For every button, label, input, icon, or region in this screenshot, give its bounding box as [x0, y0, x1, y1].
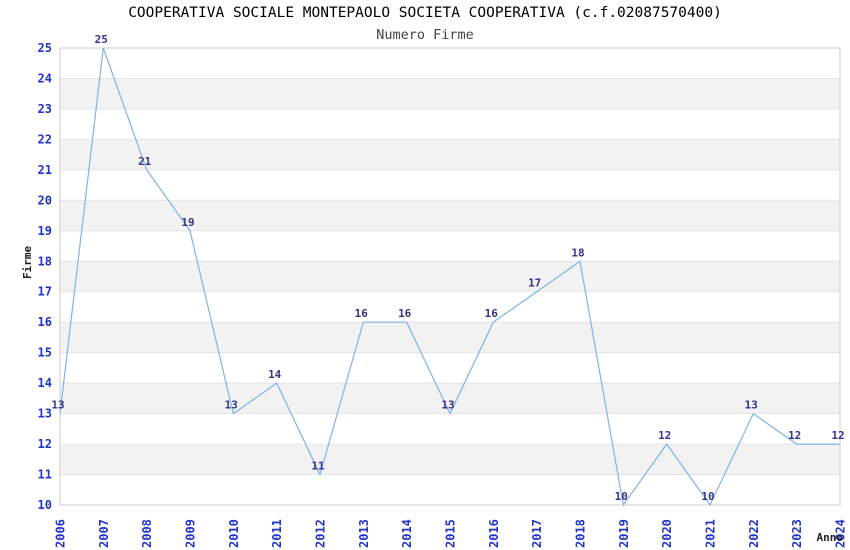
y-tick-label: 13 — [38, 407, 52, 421]
x-tick-label: 2011 — [270, 519, 284, 548]
data-line — [59, 47, 840, 507]
plot-band — [60, 139, 840, 170]
chart-subtitle: Numero Firme — [376, 27, 474, 43]
x-tick-label: 2007 — [97, 519, 111, 548]
point-label: 25 — [95, 33, 108, 46]
plot-band — [60, 78, 840, 109]
x-tick-label: 2015 — [444, 519, 458, 548]
point-label: 12 — [788, 429, 801, 442]
point-label: 12 — [831, 429, 844, 442]
y-tick-label: 21 — [38, 163, 52, 177]
plot-band — [60, 200, 840, 231]
point-label: 13 — [441, 399, 454, 412]
y-tick-label: 18 — [38, 254, 52, 268]
x-tick-label: 2012 — [314, 519, 328, 548]
y-tick-label: 17 — [38, 285, 52, 299]
point-label: 21 — [138, 155, 152, 168]
x-tick-label: 2017 — [530, 519, 544, 548]
y-tick-label: 16 — [38, 315, 52, 329]
x-tick-label: 2019 — [617, 519, 631, 548]
x-tick-label: 2009 — [184, 519, 198, 548]
chart-title: COOPERATIVA SOCIALE MONTEPAOLO SOCIETA C… — [128, 5, 722, 21]
point-label: 19 — [181, 216, 194, 229]
gridline-group — [60, 77, 840, 476]
point-label: 10 — [701, 490, 714, 503]
x-tick-label: 2010 — [227, 519, 241, 548]
x-tick-label: 2014 — [400, 519, 414, 548]
point-label: 17 — [528, 277, 541, 290]
x-tick-label: 2021 — [704, 519, 718, 548]
x-tick-label: 2020 — [660, 519, 674, 548]
y-tick-label: 15 — [38, 346, 52, 360]
x-tick-label: 2008 — [140, 519, 154, 548]
x-tick-label-group: 2006 2007 2008 2009 2010 2011 2012 2013 2014 2015… — [54, 519, 848, 548]
point-label: 18 — [571, 246, 584, 259]
y-tick-label: 14 — [38, 376, 52, 390]
y-tick-label: 20 — [38, 193, 52, 207]
y-tick-label-group: 10 11 12 13 14 15 16 17 18 19 20 21 22 23 24 25 — [38, 41, 52, 512]
point-label: 16 — [485, 307, 499, 320]
point-label: 13 — [51, 399, 64, 412]
y-tick-label: 25 — [38, 41, 52, 55]
y-tick-label: 11 — [38, 468, 52, 482]
plot-border — [59, 47, 841, 506]
y-axis-title: Firme — [21, 246, 34, 279]
y-tick-label: 10 — [38, 498, 52, 512]
point-label: 16 — [398, 307, 412, 320]
x-tick-label: 2006 — [54, 519, 68, 548]
x-tick-label: 2016 — [487, 519, 501, 548]
y-tick-label: 12 — [38, 437, 52, 451]
point-label: 12 — [658, 429, 671, 442]
point-label: 16 — [355, 307, 369, 320]
y-tick-label: 24 — [38, 72, 52, 86]
point-label-group: 13 25 21 19 13 14 11 16 16 13 16 17 18 10 12 10 13 12 12 — [51, 33, 844, 503]
x-tick-label: 2013 — [357, 519, 371, 548]
point-label: 10 — [615, 490, 628, 503]
plot-band — [60, 261, 840, 292]
plot-band — [60, 444, 840, 475]
point-label: 14 — [268, 368, 282, 381]
x-tick-label: 2024 — [834, 519, 848, 548]
point-label: 13 — [745, 399, 758, 412]
y-tick-label: 22 — [38, 132, 52, 146]
x-tick-label: 2018 — [574, 519, 588, 548]
y-tick-label: 19 — [38, 224, 52, 238]
data-line-group — [59, 47, 840, 507]
point-label: 13 — [225, 399, 238, 412]
y-tick-label: 23 — [38, 102, 52, 116]
plot-band — [60, 322, 840, 353]
x-axis-title: Anno — [817, 531, 844, 544]
x-tick-label: 2023 — [790, 519, 804, 548]
plot-band — [60, 383, 840, 414]
band-group — [60, 78, 840, 475]
plot-border-group — [59, 47, 841, 506]
point-label: 11 — [311, 460, 325, 473]
x-tick-label: 2022 — [747, 519, 761, 548]
